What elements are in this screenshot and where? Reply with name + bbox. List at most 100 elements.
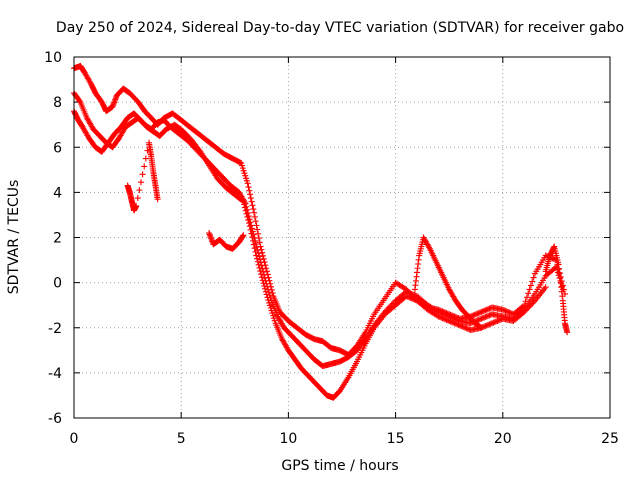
y-axis-label: SDTVAR / TECUs [6,180,22,295]
data-point [526,286,533,293]
data-point [237,159,244,166]
data-point [258,271,265,278]
data-point [455,321,462,328]
data-point [138,179,144,186]
data-point [523,306,530,313]
data-point [483,306,490,313]
data-point [525,304,532,311]
data-point [410,295,417,302]
data-point [248,198,255,205]
data-point [478,315,485,322]
data-point [527,282,534,289]
data-point [522,307,529,314]
data-point [485,306,492,313]
data-point [475,316,482,323]
data-point [506,309,513,316]
data-point [443,316,450,323]
data-point [485,321,492,328]
data-point [253,252,260,259]
data-point [257,243,264,250]
data-point [247,226,254,233]
data-points [71,63,571,401]
x-tick-labels: 0 5 10 15 20 25 [70,431,619,447]
data-point [452,320,459,327]
data-point [486,321,493,328]
data-point [564,329,571,336]
data-point [251,213,258,220]
data-point [407,294,414,301]
data-point [259,249,266,256]
y-tick-label: 6 [53,140,62,156]
data-point [252,248,259,255]
data-point [530,299,537,306]
data-point [483,322,490,329]
data-point [408,295,415,302]
x-tick-label: 10 [279,431,297,447]
data-point [446,317,453,324]
data-point [261,259,268,266]
data-point [503,308,510,315]
data-point [483,313,490,320]
y-tick-label: -2 [48,321,62,337]
data-point [463,325,470,332]
data-point [479,315,486,322]
series-5 [206,229,247,252]
data-point [525,290,532,297]
data-point [256,264,263,271]
data-point [471,311,478,318]
data-point [260,280,267,287]
y-tick-label: 8 [53,95,62,111]
y-tick-label: -6 [48,411,62,427]
data-point [265,297,272,304]
data-point [489,320,496,327]
data-point [426,244,433,251]
plot-border [73,56,611,419]
data-point [550,255,557,262]
data-point [473,311,479,318]
data-point [245,184,252,191]
x-tick-label: 0 [70,431,79,447]
data-point [439,315,446,322]
data-point [251,245,258,252]
data-point [491,319,498,326]
x-axis-label: GPS time / hours [281,458,398,474]
data-point [495,317,502,324]
data-point [250,241,257,248]
data-point [141,163,148,170]
data-point [477,309,484,316]
data-point [250,237,257,244]
series-7 [124,139,161,214]
data-point [246,187,253,194]
data-point [246,223,253,230]
data-point [440,315,447,322]
data-point [497,316,504,323]
x-tick-label: 20 [494,431,512,447]
y-tick-label: 4 [53,185,62,201]
y-tick-label: 2 [53,231,62,247]
data-point [263,268,270,275]
data-point [462,324,469,331]
data-point [490,319,497,326]
data-point [247,195,254,202]
y-tick-label: 10 [44,50,62,66]
data-point [76,97,83,104]
data-point [460,324,467,331]
data-point [258,246,265,253]
data-point [444,317,451,324]
x-tick-label: 5 [177,431,186,447]
data-point [404,293,411,300]
data-point [450,319,457,326]
data-point [477,324,484,331]
data-point [263,291,270,298]
data-point [521,308,528,315]
data-point [523,294,530,301]
data-point [481,307,488,314]
data-point [239,197,246,204]
chart-title: Day 250 of 2024, Sidereal Day-to-day VTE… [56,20,624,36]
series-3 [71,108,549,401]
data-point [254,258,261,265]
data-point [482,307,489,314]
data-point [434,312,441,319]
data-point [487,320,494,327]
data-point [246,220,253,227]
